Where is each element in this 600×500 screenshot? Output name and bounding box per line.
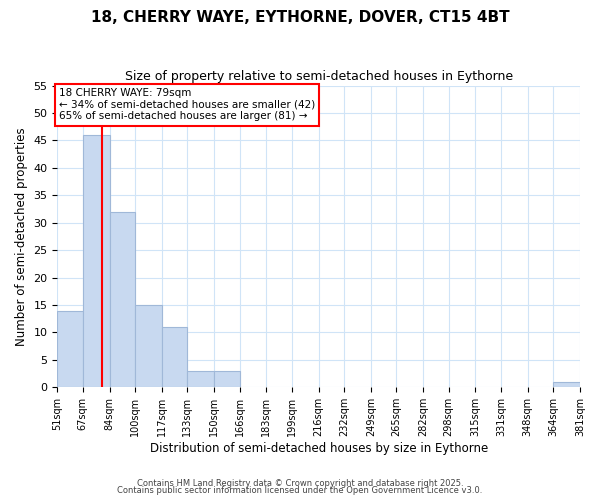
- Bar: [83, 135, 110, 388]
- Bar: [58, 310, 83, 388]
- Bar: [162, 327, 187, 388]
- Y-axis label: Number of semi-detached properties: Number of semi-detached properties: [15, 127, 28, 346]
- Bar: [110, 212, 135, 388]
- Bar: [214, 371, 239, 388]
- Bar: [135, 305, 162, 388]
- X-axis label: Distribution of semi-detached houses by size in Eythorne: Distribution of semi-detached houses by …: [149, 442, 488, 455]
- Bar: [187, 371, 214, 388]
- Text: 18 CHERRY WAYE: 79sqm
← 34% of semi-detached houses are smaller (42)
65% of semi: 18 CHERRY WAYE: 79sqm ← 34% of semi-deta…: [59, 88, 315, 122]
- Title: Size of property relative to semi-detached houses in Eythorne: Size of property relative to semi-detach…: [125, 70, 513, 83]
- Text: Contains public sector information licensed under the Open Government Licence v3: Contains public sector information licen…: [118, 486, 482, 495]
- Text: Contains HM Land Registry data © Crown copyright and database right 2025.: Contains HM Land Registry data © Crown c…: [137, 478, 463, 488]
- Bar: [553, 382, 580, 388]
- Text: 18, CHERRY WAYE, EYTHORNE, DOVER, CT15 4BT: 18, CHERRY WAYE, EYTHORNE, DOVER, CT15 4…: [91, 10, 509, 25]
